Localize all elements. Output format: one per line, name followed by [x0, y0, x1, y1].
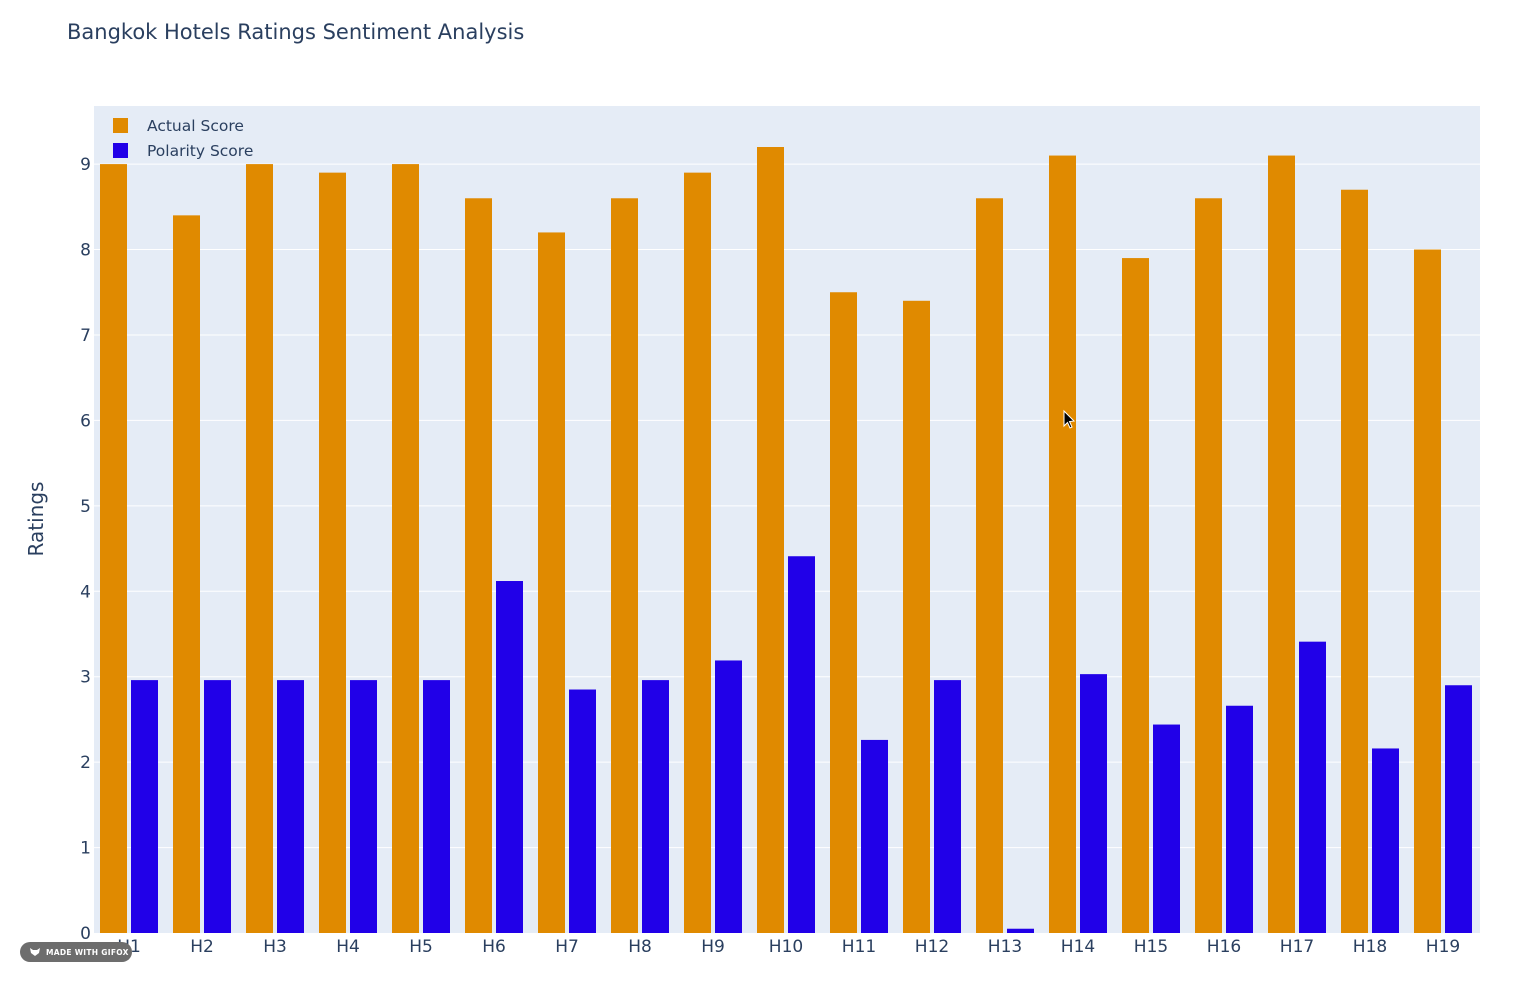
- bar-actual-score-h12[interactable]: [903, 300, 930, 933]
- bar-actual-score-h15[interactable]: [1122, 258, 1149, 933]
- bar-polarity-score-h15[interactable]: [1153, 724, 1180, 933]
- bar-polarity-score-h13[interactable]: [1007, 928, 1034, 933]
- bar-polarity-score-h9[interactable]: [715, 660, 742, 933]
- x-tick-label: H14: [1061, 937, 1095, 957]
- bar-polarity-score-h6[interactable]: [496, 581, 523, 933]
- bar-actual-score-h2[interactable]: [173, 215, 200, 934]
- y-tick-label: 8: [80, 241, 91, 261]
- legend-label-polarity-score[interactable]: Polarity Score: [147, 142, 253, 160]
- fox-icon: [30, 948, 40, 956]
- bar-polarity-score-h1[interactable]: [131, 680, 158, 933]
- x-tick-label: H9: [701, 937, 725, 957]
- bar-polarity-score-h8[interactable]: [642, 680, 669, 933]
- x-tick-label: H5: [409, 937, 433, 957]
- mouse-cursor-icon: [1063, 409, 1076, 429]
- bar-polarity-score-h11[interactable]: [861, 739, 888, 933]
- bar-polarity-score-h2[interactable]: [204, 680, 231, 933]
- bar-actual-score-h4[interactable]: [319, 172, 346, 933]
- bar-polarity-score-h18[interactable]: [1372, 748, 1399, 933]
- bar-actual-score-h7[interactable]: [538, 232, 565, 934]
- x-tick-label: H6: [482, 937, 506, 957]
- y-axis-title: Ratings: [24, 482, 48, 557]
- bar-actual-score-h1[interactable]: [100, 164, 127, 934]
- bar-actual-score-h14[interactable]: [1049, 155, 1076, 934]
- bar-actual-score-h19[interactable]: [1414, 249, 1441, 933]
- legend-label-actual-score[interactable]: Actual Score: [147, 117, 244, 135]
- bar-actual-score-h16[interactable]: [1195, 198, 1222, 933]
- x-tick-label: H19: [1426, 937, 1460, 957]
- legend-swatch-actual-score[interactable]: [113, 118, 128, 133]
- y-tick-label: 9: [80, 155, 91, 175]
- x-tick-label: H8: [628, 937, 652, 957]
- y-tick-label: 3: [80, 668, 91, 688]
- bar-actual-score-h6[interactable]: [465, 198, 492, 933]
- y-tick-label: 1: [80, 839, 91, 859]
- bar-actual-score-h17[interactable]: [1268, 155, 1295, 934]
- x-tick-label: H11: [842, 937, 876, 957]
- y-tick-label: 4: [80, 582, 91, 602]
- y-tick-label: 5: [80, 497, 91, 517]
- bar-actual-score-h13[interactable]: [976, 198, 1003, 933]
- x-tick-label: H10: [769, 937, 803, 957]
- chart-title: Bangkok Hotels Ratings Sentiment Analysi…: [67, 20, 524, 44]
- bar-polarity-score-h7[interactable]: [569, 689, 596, 933]
- x-tick-label: H18: [1353, 937, 1387, 957]
- bar-actual-score-h10[interactable]: [757, 147, 784, 933]
- bar-polarity-score-h4[interactable]: [350, 680, 377, 933]
- x-tick-label: H17: [1280, 937, 1314, 957]
- x-tick-label: H3: [263, 937, 287, 957]
- x-tick-label: H2: [190, 937, 214, 957]
- x-tick-label: H4: [336, 937, 360, 957]
- bar-polarity-score-h3[interactable]: [277, 680, 304, 933]
- x-tick-labels: H1H2H3H4H5H6H7H8H9H10H11H12H13H14H15H16H…: [117, 937, 1460, 957]
- bar-polarity-score-h17[interactable]: [1299, 641, 1326, 933]
- y-tick-labels: 0 1 2 3 4 5 6 7 8 9: [80, 155, 91, 944]
- bar-polarity-score-h5[interactable]: [423, 680, 450, 933]
- bar-actual-score-h11[interactable]: [830, 292, 857, 934]
- y-tick-label: 7: [80, 326, 91, 346]
- x-tick-label: H7: [555, 937, 579, 957]
- bar-polarity-score-h10[interactable]: [788, 556, 815, 933]
- bar-polarity-score-h14[interactable]: [1080, 674, 1107, 933]
- legend[interactable]: Actual Score Polarity Score: [113, 117, 253, 160]
- bar-polarity-score-h19[interactable]: [1445, 685, 1472, 933]
- bars: [100, 147, 1472, 934]
- bar-actual-score-h3[interactable]: [246, 164, 273, 934]
- bar-actual-score-h8[interactable]: [611, 198, 638, 933]
- x-tick-label: H13: [988, 937, 1022, 957]
- y-tick-label: 2: [80, 753, 91, 773]
- legend-swatch-polarity-score[interactable]: [113, 143, 128, 158]
- y-tick-label: 0: [80, 924, 91, 944]
- badge-text: MADE WITH GIFOX: [46, 947, 129, 957]
- x-tick-label: H15: [1134, 937, 1168, 957]
- bar-polarity-score-h12[interactable]: [934, 680, 961, 933]
- bar-polarity-score-h16[interactable]: [1226, 705, 1253, 933]
- bar-actual-score-h9[interactable]: [684, 172, 711, 933]
- y-tick-label: 6: [80, 411, 91, 431]
- bar-actual-score-h5[interactable]: [392, 164, 419, 934]
- gifox-badge: MADE WITH GIFOX: [20, 942, 132, 962]
- x-tick-label: H12: [915, 937, 949, 957]
- x-tick-label: H16: [1207, 937, 1241, 957]
- bar-actual-score-h18[interactable]: [1341, 189, 1368, 933]
